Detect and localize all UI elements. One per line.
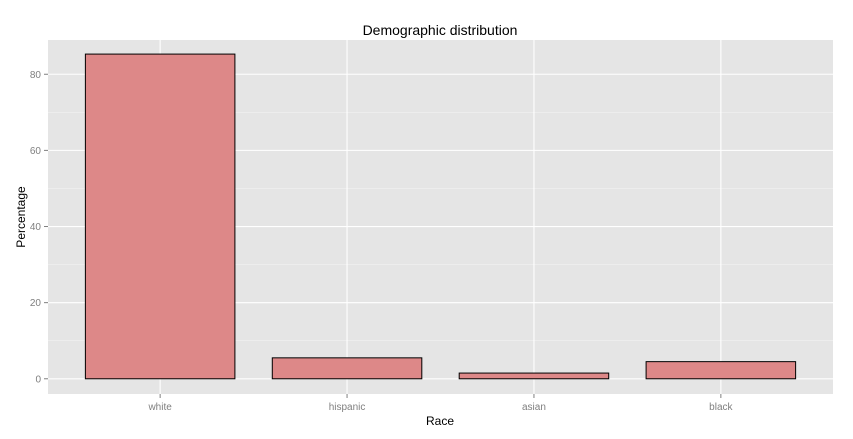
y-axis: 0 20 40 60 80 (30, 70, 48, 385)
y-tick-label: 0 (35, 374, 41, 385)
bars (84, 53, 797, 380)
bar-black (645, 361, 797, 380)
chart-title: Demographic distribution (363, 22, 518, 38)
x-tick-label: black (709, 402, 733, 413)
y-axis-title: Percentage (14, 186, 28, 248)
y-tick-label: 20 (30, 298, 42, 309)
x-axis-title: Race (426, 414, 454, 428)
y-tick-label: 60 (30, 146, 42, 157)
bar-hispanic (271, 357, 423, 380)
y-tick-label: 40 (30, 222, 42, 233)
x-tick-label: asian (522, 402, 546, 413)
bar-white (84, 53, 236, 380)
x-tick-label: white (147, 402, 172, 413)
bar-asian (458, 372, 610, 380)
x-axis: white hispanic asian black (147, 394, 734, 413)
y-tick-label: 80 (30, 70, 42, 81)
x-tick-label: hispanic (329, 402, 366, 413)
